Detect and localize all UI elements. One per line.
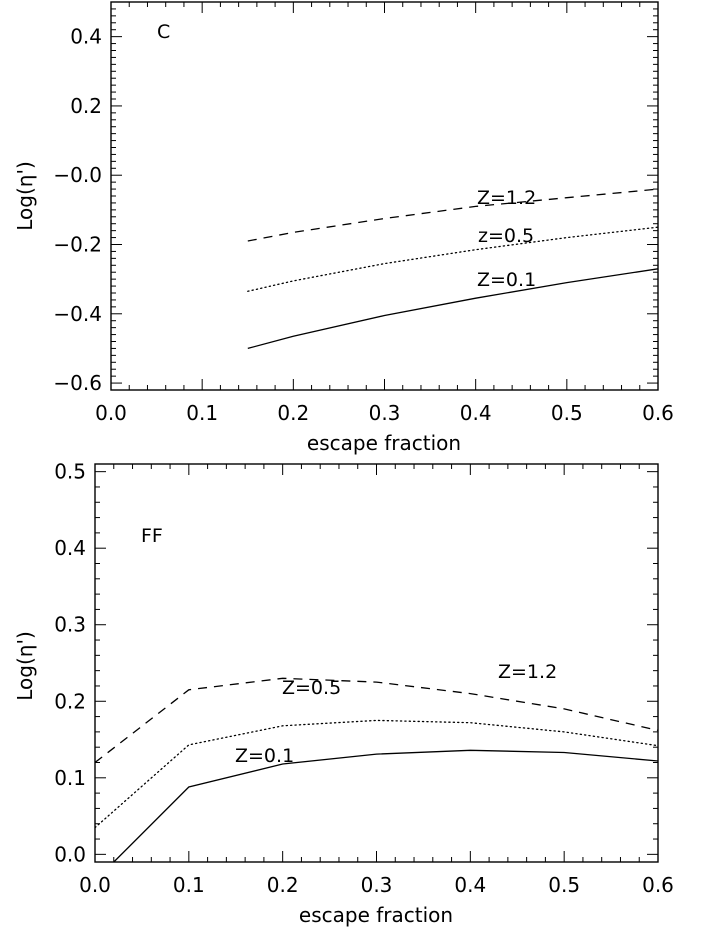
- series-line-z01: [113, 749, 658, 862]
- series-lines: [247, 188, 658, 350]
- y-tick-label: 0.3: [54, 613, 86, 637]
- y-axis-title: Log(η'): [13, 161, 37, 231]
- x-tick-label: 0.4: [454, 873, 486, 897]
- x-tick-label: 0.0: [95, 401, 127, 425]
- x-tick-label: 0.6: [642, 873, 674, 897]
- axis-ticks: [94, 464, 659, 862]
- y-tick-label: 0.2: [54, 689, 86, 713]
- axis-ticks: [110, 1, 659, 391]
- series-label-z12: Z=1.2: [498, 661, 557, 683]
- panel-label: C: [157, 21, 170, 43]
- panel-bottom-FF: 0.0 0.1 0.2 0.3 0.4 0.5 0.60.00.10.20.30.40.5 …: [13, 460, 674, 927]
- x-tick-label: 0.2: [277, 401, 309, 425]
- y-tick-label: 0.5: [54, 460, 86, 484]
- x-tick-label: 0.5: [551, 401, 583, 425]
- y-tick-label: −0.2: [53, 233, 102, 257]
- tick-labels: 0.0 0.1 0.2 0.3 0.4 0.5 0.6 −0.6 −0.4 −0.2 −0.0 0.2…: [53, 25, 673, 425]
- y-tick-label: 0.0: [54, 842, 86, 866]
- x-tick-label: 0.2: [267, 873, 299, 897]
- series-line-z12: [247, 188, 658, 242]
- series-line-z05: [247, 226, 658, 292]
- panel-label: FF: [141, 525, 163, 547]
- x-tick-label: 0.1: [173, 873, 205, 897]
- y-tick-label: −0.6: [53, 371, 102, 395]
- panel-top-C: 0.0 0.1 0.2 0.3 0.4 0.5 0.6 −0.6 −0.4 −0.2 −0.0 0.2…: [13, 1, 674, 455]
- series-line-z05: [95, 719, 658, 829]
- series-label-z12: Z=1.2: [477, 187, 536, 209]
- series-label-z01: Z=0.1: [235, 745, 294, 767]
- series-line-z01: [247, 268, 658, 350]
- x-tick-label: 0.0: [79, 873, 111, 897]
- y-tick-label: 0.4: [54, 536, 86, 560]
- series-label-z05: z=0.5: [478, 225, 534, 247]
- plot-frame: [110, 1, 659, 391]
- x-tick-label: 0.5: [548, 873, 580, 897]
- y-axis-title: Log(η'): [13, 631, 37, 701]
- series-label-z05: Z=0.5: [282, 677, 341, 699]
- y-tick-label: −0.4: [53, 302, 102, 326]
- x-tick-label: 0.3: [361, 873, 393, 897]
- y-tick-label: 0.4: [70, 25, 102, 49]
- x-tick-label: 0.6: [642, 401, 674, 425]
- series-lines: [95, 677, 658, 862]
- x-tick-label: 0.3: [369, 401, 401, 425]
- y-tick-label: 0.2: [70, 94, 102, 118]
- x-axis-title: escape fraction: [299, 903, 453, 927]
- x-tick-label: 0.4: [460, 401, 492, 425]
- plot-frame: [94, 463, 659, 863]
- y-tick-label: 0.1: [54, 766, 86, 790]
- y-tick-label: −0.0: [53, 163, 102, 187]
- x-axis-title: escape fraction: [307, 431, 461, 455]
- series-label-z01: Z=0.1: [477, 269, 536, 291]
- x-tick-label: 0.1: [186, 401, 218, 425]
- series-line-z12: [95, 677, 658, 764]
- tick-labels: 0.0 0.1 0.2 0.3 0.4 0.5 0.6 0.0 0.1 0.2 0.3 0.4 0.5: [54, 460, 674, 897]
